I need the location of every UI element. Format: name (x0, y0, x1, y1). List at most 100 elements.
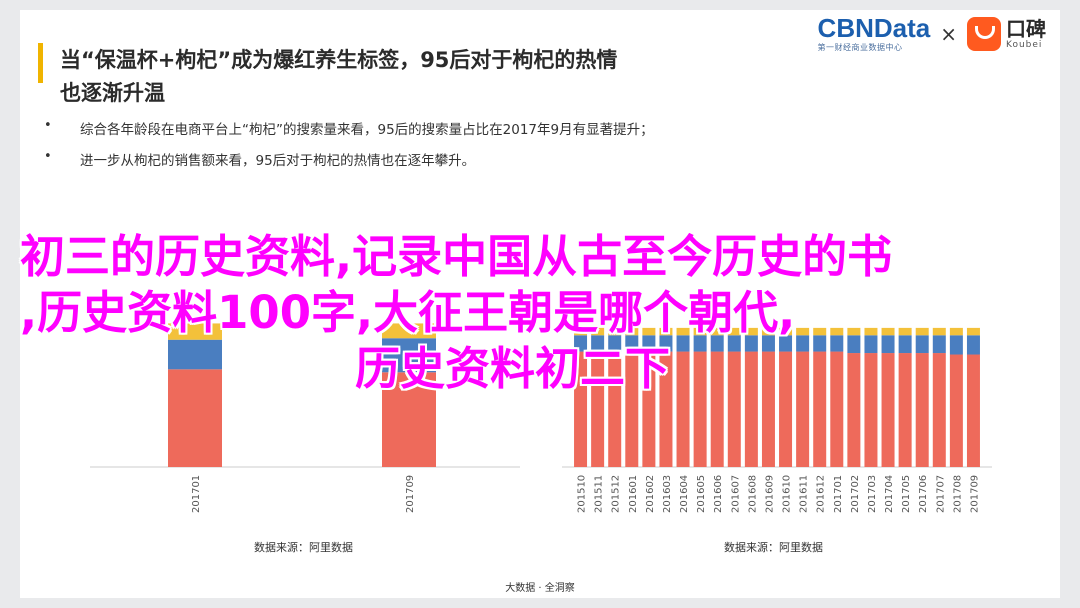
bar-segment (693, 335, 707, 352)
overlay-title-line2: ,历史资料100字,大征王朝是哪个朝代, (20, 286, 796, 339)
bar-segment (574, 327, 588, 336)
bar-segment (676, 327, 690, 336)
bar-segment (915, 335, 929, 354)
slide-title-line2: 也逐渐升温 (60, 81, 165, 105)
koubei-icon (967, 16, 1001, 51)
x-tick-label: 201610 (782, 475, 793, 513)
x-tick-label: 201707 (935, 475, 946, 513)
title-accent-bar (38, 43, 43, 83)
bar-segment (949, 354, 963, 467)
bar-segment (574, 335, 588, 352)
bar-segment (881, 335, 895, 354)
x-tick-label: 201612 (816, 475, 827, 513)
bar-segment (676, 351, 690, 467)
overlay-title-line3: 历史资料初二下 (355, 342, 671, 395)
bar-segment (915, 353, 929, 467)
bar-segment (949, 327, 963, 336)
cbndata-logo-text: CBNData (817, 13, 931, 43)
x-tick-label: 201706 (918, 475, 929, 513)
x-tick-label: 201602 (645, 475, 656, 513)
x-tick-label: 201512 (611, 475, 622, 513)
x-tick-label: 201607 (730, 475, 741, 513)
bar-segment (625, 327, 639, 336)
cbndata-logo: CBNData 第一财经商业数据中心 (818, 14, 931, 53)
bullet-item: • 综合各年龄段在电商平台上“枸杞”的搜索量来看，95后的搜索量占比在2017年… (44, 118, 864, 149)
bar-segment (591, 335, 605, 352)
bar-segment (382, 372, 436, 467)
x-tick-label: 201708 (952, 475, 963, 513)
bar-segment (591, 327, 605, 336)
x-tick-label: 201605 (696, 475, 707, 513)
bar-segment (864, 327, 878, 336)
bar-segment (796, 327, 810, 336)
bar-segment (761, 335, 775, 352)
bar-segment (966, 354, 980, 467)
x-tick-label: 201709 (405, 475, 416, 513)
bar-segment (642, 335, 656, 352)
bar-segment (744, 327, 758, 336)
x-tick-label: 201703 (867, 475, 878, 513)
x-tick-label: 201603 (662, 475, 673, 513)
bar-segment (625, 335, 639, 352)
bar-segment (727, 327, 741, 336)
bar-segment (847, 327, 861, 336)
bar-segment (744, 335, 758, 352)
slide-title: 当“保温杯+枸杞”成为爆红养生标签，95后对于枸杞的热情 也逐渐升温 (60, 44, 780, 110)
bar-segment (949, 335, 963, 355)
x-tick-label: 201609 (764, 475, 775, 513)
bar-segment (779, 351, 793, 467)
bar-segment (813, 335, 827, 352)
bar-segment (693, 351, 707, 467)
bar-segment (796, 351, 810, 467)
bar-segment (382, 323, 436, 339)
bullet-item: • 进一步从枸杞的销售额来看，95后对于枸杞的热情也在逐年攀升。 (44, 149, 864, 180)
x-tick-label: 201606 (713, 475, 724, 513)
x-tick-label: 201601 (628, 475, 639, 513)
left-chart-source: 数据来源：阿里数据 (254, 541, 353, 554)
bar-segment (796, 335, 810, 352)
bar-segment (761, 327, 775, 336)
bar-segment (881, 353, 895, 467)
bar-segment (966, 327, 980, 336)
bar-segment (932, 353, 946, 467)
slide (20, 10, 1060, 598)
bullet-dot: • (44, 118, 52, 133)
overlay-title-line1: 初三的历史资料,记录中国从古至今历史的书 (20, 230, 893, 283)
brand-logos: CBNData 第一财经商业数据中心 × 口碑 Koubei (818, 14, 1046, 53)
bar-segment (898, 353, 912, 467)
bar-segment (608, 335, 622, 352)
cbndata-subtitle: 第一财经商业数据中心 (817, 43, 903, 52)
x-tick-label: 201702 (850, 475, 861, 513)
right-chart-source: 数据来源：阿里数据 (724, 541, 823, 554)
bar-segment (710, 351, 724, 467)
x-tick-label: 201511 (594, 475, 605, 513)
slide-footer: 大数据 · 全洞察 (505, 583, 575, 594)
bar-segment (932, 335, 946, 354)
bar-segment (864, 353, 878, 467)
koubei-name: 口碑 (1006, 16, 1046, 41)
slide-title-line1: 当“保温杯+枸杞”成为爆红养生标签，95后对于枸杞的热情 (60, 48, 618, 72)
bar-segment (676, 335, 690, 352)
bar-segment (642, 351, 656, 467)
bar-segment (864, 335, 878, 354)
bar-segment (898, 327, 912, 336)
bar-segment (710, 327, 724, 336)
x-tick-label: 201608 (747, 475, 758, 513)
bar-segment (168, 339, 222, 370)
bar-segment (168, 323, 222, 340)
bar-segment (608, 351, 622, 467)
x-tick-label: 201510 (577, 475, 588, 513)
x-tick-label: 201704 (884, 475, 895, 513)
bar-segment (779, 335, 793, 352)
bar-segment (915, 327, 929, 336)
bar-segment (693, 327, 707, 336)
x-tick-label: 201709 (969, 475, 980, 513)
bullet-list: • 综合各年龄段在电商平台上“枸杞”的搜索量来看，95后的搜索量占比在2017年… (44, 118, 864, 180)
bar-segment (382, 338, 436, 373)
bar-segment (847, 335, 861, 354)
bar-segment (574, 351, 588, 467)
bar-segment (932, 327, 946, 336)
bar-segment (642, 327, 656, 336)
bar-segment (813, 327, 827, 336)
